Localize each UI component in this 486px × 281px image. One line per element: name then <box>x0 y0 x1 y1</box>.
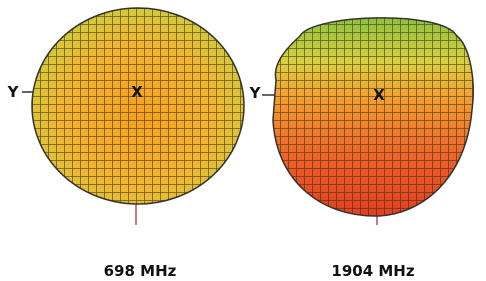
caption: 1904 MHz <box>331 262 414 280</box>
figure: Y X 698 MHz Y X 1904 MHz <box>0 0 486 281</box>
caption: 698 MHz <box>104 262 177 280</box>
pattern-left: Y X 698 MHz <box>7 8 244 280</box>
mesh <box>32 8 244 204</box>
mesh <box>273 18 473 216</box>
x-axis-label: X <box>131 83 143 101</box>
y-axis-label: Y <box>7 83 20 101</box>
pattern-right: Y X 1904 MHz <box>249 18 474 280</box>
y-axis-label: Y <box>249 84 262 102</box>
x-axis-label: X <box>373 86 385 104</box>
